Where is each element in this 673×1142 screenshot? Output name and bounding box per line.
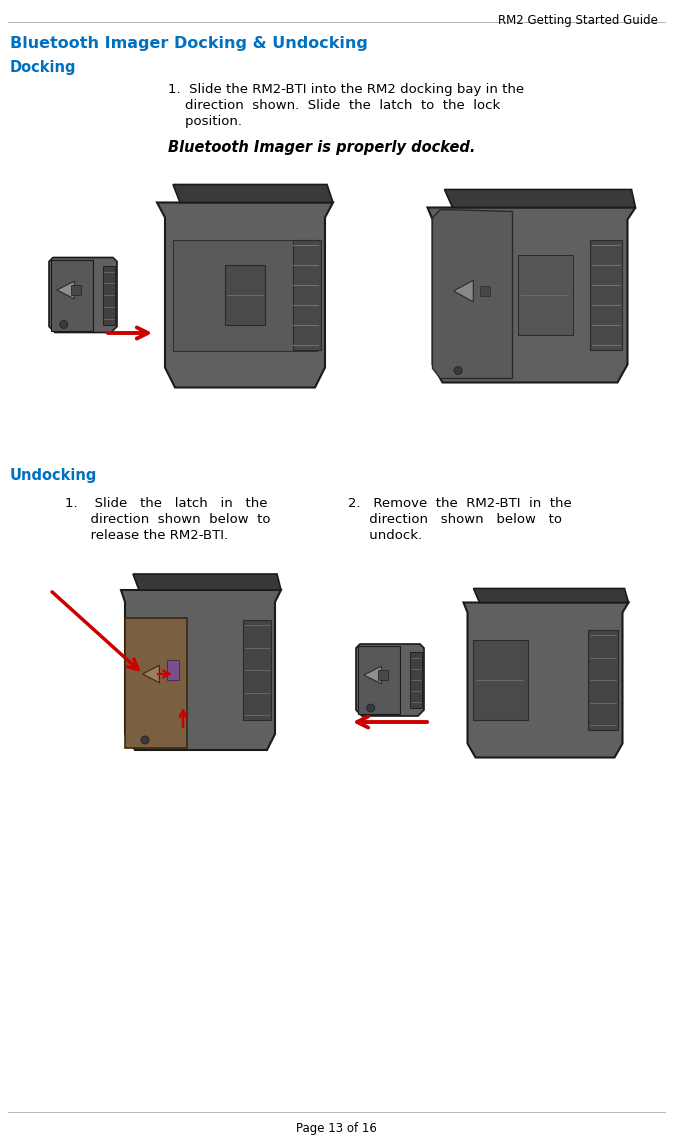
- Text: Page 13 of 16: Page 13 of 16: [295, 1121, 376, 1135]
- Polygon shape: [427, 208, 635, 383]
- Polygon shape: [464, 603, 629, 757]
- Text: 1.    Slide   the   latch   in   the: 1. Slide the latch in the: [65, 497, 267, 510]
- Circle shape: [454, 367, 462, 375]
- Text: direction  shown  below  to: direction shown below to: [65, 513, 271, 526]
- Bar: [479, 286, 489, 296]
- Text: RM2 Getting Started Guide: RM2 Getting Started Guide: [498, 14, 658, 27]
- Bar: [378, 670, 388, 679]
- Polygon shape: [143, 665, 160, 683]
- Polygon shape: [433, 209, 513, 378]
- Bar: [225, 265, 265, 325]
- Text: Docking: Docking: [10, 61, 77, 75]
- Text: Bluetooth Imager is properly docked.: Bluetooth Imager is properly docked.: [168, 140, 475, 155]
- Bar: [588, 630, 618, 730]
- Bar: [125, 618, 187, 748]
- Polygon shape: [454, 280, 473, 301]
- Bar: [103, 265, 115, 324]
- Bar: [71, 286, 81, 295]
- Polygon shape: [121, 590, 281, 750]
- Text: Undocking: Undocking: [10, 468, 98, 483]
- Bar: [472, 640, 528, 719]
- Bar: [293, 240, 321, 349]
- Polygon shape: [474, 588, 629, 603]
- Polygon shape: [356, 644, 424, 716]
- Polygon shape: [133, 574, 281, 590]
- Bar: [51, 259, 93, 330]
- Bar: [173, 240, 317, 351]
- Circle shape: [367, 703, 375, 711]
- Polygon shape: [57, 281, 75, 299]
- Bar: [358, 646, 400, 714]
- Polygon shape: [364, 666, 382, 684]
- Circle shape: [141, 735, 149, 743]
- Bar: [590, 240, 621, 349]
- Text: 2.   Remove  the  RM2-BTI  in  the: 2. Remove the RM2-BTI in the: [348, 497, 572, 510]
- Polygon shape: [157, 202, 333, 387]
- Text: release the RM2-BTI.: release the RM2-BTI.: [65, 529, 228, 542]
- Text: 1.  Slide the RM2-BTI into the RM2 docking bay in the: 1. Slide the RM2-BTI into the RM2 dockin…: [168, 83, 524, 96]
- Text: undock.: undock.: [348, 529, 422, 542]
- Text: direction   shown   below   to: direction shown below to: [348, 513, 562, 526]
- Polygon shape: [444, 190, 635, 208]
- Bar: [167, 660, 179, 679]
- Polygon shape: [173, 185, 333, 202]
- Text: Bluetooth Imager Docking & Undocking: Bluetooth Imager Docking & Undocking: [10, 37, 368, 51]
- Polygon shape: [49, 257, 117, 332]
- Text: direction  shown.  Slide  the  latch  to  the  lock: direction shown. Slide the latch to the …: [168, 99, 500, 112]
- Bar: [243, 620, 271, 719]
- Bar: [410, 652, 422, 708]
- Text: position.: position.: [168, 115, 242, 128]
- Bar: [518, 255, 573, 335]
- Circle shape: [60, 321, 68, 329]
